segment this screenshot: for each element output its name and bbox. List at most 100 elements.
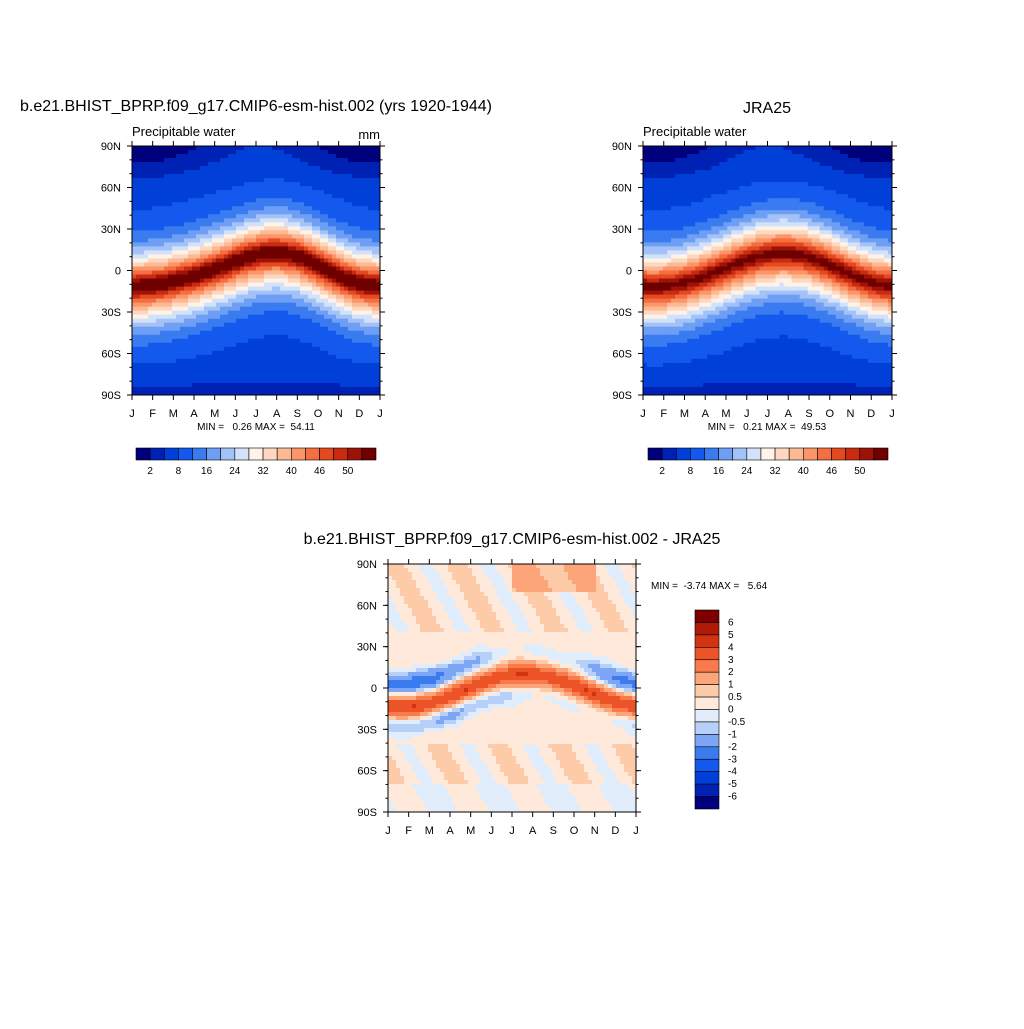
heatmap-cell bbox=[196, 354, 201, 360]
heatmap-cell bbox=[240, 294, 245, 300]
heatmap-cell bbox=[364, 234, 369, 239]
heatmap-cell bbox=[152, 322, 157, 328]
heatmap-cell bbox=[152, 290, 157, 296]
heatmap-cell bbox=[775, 150, 781, 155]
heatmap-cell bbox=[771, 146, 777, 151]
heatmap-cell bbox=[260, 158, 265, 163]
heatmap-cell bbox=[843, 154, 849, 159]
heatmap-cell bbox=[316, 302, 321, 308]
heatmap-cell bbox=[228, 370, 233, 376]
heatmap-cell bbox=[783, 174, 789, 179]
heatmap-cell bbox=[264, 314, 269, 320]
heatmap-cell bbox=[196, 258, 201, 264]
heatmap-cell bbox=[184, 154, 189, 159]
heatmap-cell bbox=[168, 162, 173, 167]
heatmap-cell bbox=[759, 206, 765, 211]
heatmap-cell bbox=[264, 326, 269, 332]
heatmap-cell bbox=[328, 198, 333, 203]
heatmap-cell bbox=[344, 374, 349, 380]
heatmap-cell bbox=[328, 222, 333, 227]
heatmap-cell bbox=[196, 146, 201, 151]
heatmap-cell bbox=[675, 206, 680, 211]
heatmap-cell bbox=[340, 378, 345, 384]
heatmap-cell bbox=[220, 206, 225, 211]
heatmap-cell bbox=[763, 194, 769, 199]
heatmap-cell bbox=[176, 326, 181, 332]
heatmap-cell bbox=[787, 154, 793, 159]
heatmap-cell bbox=[791, 186, 797, 191]
heatmap-cell bbox=[176, 250, 181, 256]
heatmap-cell bbox=[324, 302, 329, 308]
heatmap-cell bbox=[340, 234, 345, 239]
heatmap-cell bbox=[276, 318, 281, 324]
heatmap-cell bbox=[320, 170, 325, 175]
heatmap-cell bbox=[312, 218, 317, 223]
heatmap-cell bbox=[687, 150, 692, 155]
heatmap-cell bbox=[683, 182, 688, 187]
heatmap-cell bbox=[204, 326, 209, 332]
heatmap-cell bbox=[140, 274, 145, 280]
heatmap-cell bbox=[220, 270, 225, 276]
heatmap-cell bbox=[336, 178, 341, 183]
heatmap-cell bbox=[224, 326, 229, 332]
heatmap-cell bbox=[260, 298, 265, 304]
heatmap-cell bbox=[655, 146, 660, 151]
heatmap-cell bbox=[164, 258, 169, 264]
heatmap-cell bbox=[152, 294, 157, 300]
heatmap-cell bbox=[344, 158, 349, 163]
heatmap-cell bbox=[679, 190, 684, 195]
heatmap-cell bbox=[316, 218, 321, 223]
heatmap-cell bbox=[228, 342, 233, 348]
heatmap-cell bbox=[200, 354, 205, 360]
heatmap-cell bbox=[332, 350, 337, 356]
heatmap-cell bbox=[168, 166, 173, 171]
heatmap-cell bbox=[711, 174, 716, 179]
heatmap-cell bbox=[212, 246, 217, 252]
heatmap-cell bbox=[643, 146, 648, 151]
heatmap-cell bbox=[188, 298, 193, 304]
heatmap-cell bbox=[344, 234, 349, 239]
heatmap-cell bbox=[160, 382, 165, 388]
heatmap-cell bbox=[256, 158, 261, 163]
heatmap-cell bbox=[791, 202, 797, 207]
heatmap-cell bbox=[268, 266, 273, 272]
heatmap-cell bbox=[176, 282, 181, 288]
heatmap-cell bbox=[200, 170, 205, 175]
heatmap-cell bbox=[735, 166, 740, 171]
heatmap-cell bbox=[292, 206, 297, 211]
heatmap-cell bbox=[176, 186, 181, 191]
heatmap-cell bbox=[216, 166, 221, 171]
heatmap-cell bbox=[276, 206, 281, 211]
heatmap-cell bbox=[216, 150, 221, 155]
heatmap-cell bbox=[172, 358, 177, 364]
heatmap-cell bbox=[763, 178, 769, 183]
heatmap-cell bbox=[228, 226, 233, 231]
heatmap-cell bbox=[340, 166, 345, 171]
heatmap-cell bbox=[324, 294, 329, 300]
heatmap-cell bbox=[144, 378, 149, 384]
heatmap-cell bbox=[360, 166, 365, 171]
heatmap-cell bbox=[252, 326, 257, 332]
heatmap-cell bbox=[216, 362, 221, 368]
heatmap-cell bbox=[184, 322, 189, 328]
heatmap-cell bbox=[200, 234, 205, 239]
heatmap-cell bbox=[847, 202, 853, 207]
heatmap-cell bbox=[136, 314, 141, 320]
heatmap-cell bbox=[304, 254, 309, 260]
heatmap-cell bbox=[775, 206, 781, 211]
heatmap-cell bbox=[140, 194, 145, 199]
heatmap-cell bbox=[164, 310, 169, 316]
heatmap-cell bbox=[232, 358, 237, 364]
heatmap-cell bbox=[276, 246, 281, 252]
heatmap-cell bbox=[224, 258, 229, 264]
heatmap-cell bbox=[184, 206, 189, 211]
heatmap-cell bbox=[280, 214, 285, 219]
heatmap-cell bbox=[711, 202, 716, 207]
heatmap-cell bbox=[204, 266, 209, 272]
heatmap-cell bbox=[879, 206, 885, 211]
heatmap-cell bbox=[356, 246, 361, 252]
heatmap-cell bbox=[208, 270, 213, 276]
heatmap-cell bbox=[244, 226, 249, 231]
heatmap-cell bbox=[184, 246, 189, 252]
heatmap-cell bbox=[240, 314, 245, 320]
